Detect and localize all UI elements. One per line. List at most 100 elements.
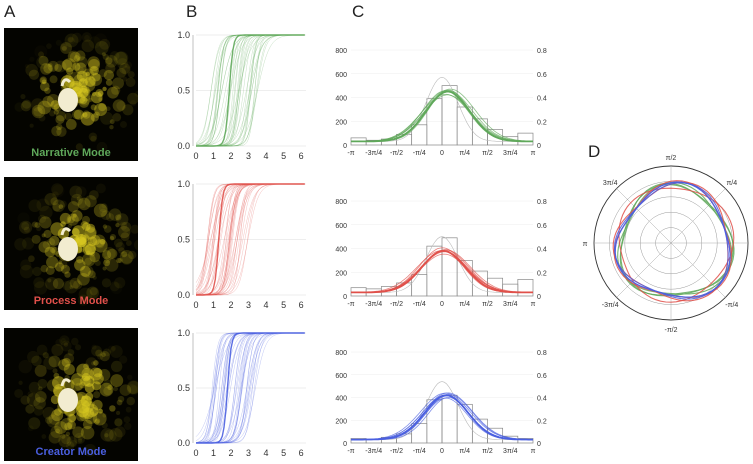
- histogram-plot-2: 0 200 400 600 800 0 0.2 0.4 0.6 0.8 -π -3π/4 -π/2 -π/…: [335, 350, 547, 455]
- heat-dot: [125, 406, 132, 413]
- heat-dot: [102, 266, 107, 271]
- mode-label-creator: Creator Mode: [35, 446, 107, 458]
- x-tick-label: 4: [264, 300, 269, 310]
- heat-dot: [113, 51, 128, 66]
- polar-series-line: [613, 182, 729, 300]
- heat-dot: [98, 102, 107, 112]
- heat-dot: [42, 240, 52, 250]
- heat-dot: [43, 356, 57, 370]
- heat-dot: [27, 391, 34, 398]
- heat-dot: [64, 33, 79, 48]
- heat-dot: [109, 236, 115, 241]
- x-tick-label: π: [531, 301, 536, 308]
- heat-dot: [60, 434, 66, 439]
- heat-dot: [69, 80, 76, 87]
- heat-dot: [45, 266, 55, 275]
- heat-dot: [38, 241, 50, 253]
- heat-dot: [93, 111, 100, 118]
- x-tick-label: -π/2: [390, 301, 403, 308]
- heat-dot: [46, 256, 59, 269]
- heat-dot: [114, 277, 126, 289]
- heat-dot: [70, 373, 84, 386]
- x-tick-label: 4: [264, 448, 269, 458]
- heat-dot: [88, 59, 101, 71]
- x-tick-label: π/4: [459, 448, 470, 455]
- cumulative-curve: [195, 183, 305, 288]
- heat-dot: [88, 36, 101, 49]
- x-tick-label: -3π/4: [365, 150, 382, 157]
- x-tick-label: 5: [281, 448, 286, 458]
- polar-spoke: [616, 242, 672, 298]
- heat-dot: [78, 234, 92, 248]
- x-tick-label: -π/4: [413, 150, 426, 157]
- heat-dot: [54, 262, 65, 272]
- heat-dot: [89, 367, 103, 381]
- heat-dot: [36, 55, 50, 69]
- heat-dot: [90, 234, 101, 246]
- heat-dot: [72, 426, 84, 438]
- heat-dot: [99, 382, 114, 397]
- heat-dot: [77, 66, 84, 74]
- x-tick-label: 0: [193, 151, 198, 161]
- heat-dot: [47, 60, 59, 72]
- left-tick-label: 800: [335, 350, 347, 357]
- heat-dot: [114, 418, 123, 427]
- heat-dot: [60, 337, 66, 343]
- heat-dot: [76, 199, 87, 209]
- heat-dot: [108, 428, 123, 442]
- heat-dot: [42, 95, 54, 108]
- heat-dot: [89, 406, 99, 416]
- histogram-plot-0: 0 200 400 600 800 0 0.2 0.4 0.6 0.8 -π -3π/4 -π/2 -π/…: [335, 48, 547, 157]
- x-tick-label: 0: [440, 150, 444, 157]
- left-tick-label: 600: [335, 373, 347, 380]
- heat-dot: [105, 213, 115, 222]
- heat-dot: [127, 380, 138, 395]
- heat-dot: [134, 90, 138, 98]
- heat-dot: [82, 110, 91, 119]
- left-tick-label: 800: [335, 48, 347, 55]
- heat-dot: [92, 275, 97, 280]
- heat-dot: [103, 259, 111, 267]
- heat-dot: [31, 221, 38, 228]
- heat-dot: [70, 193, 83, 206]
- heat-dot: [98, 97, 103, 102]
- right-tick-label: 0: [537, 143, 541, 150]
- x-tick-label: 0: [440, 448, 444, 455]
- heat-dot: [79, 381, 86, 389]
- heat-dot: [54, 408, 62, 416]
- heat-dot: [83, 443, 97, 457]
- heat-dot: [119, 221, 128, 230]
- heat-dot: [118, 247, 125, 254]
- heat-dot: [69, 51, 81, 63]
- heat-dot: [71, 228, 80, 237]
- right-tick-label: 0.4: [537, 96, 547, 103]
- heat-dot: [101, 250, 112, 260]
- cumulative-plot-0: 0.0 0.5 1.0 0 1 2 3 4 5 6: [177, 30, 306, 161]
- heat-dot: [77, 294, 89, 306]
- heat-dot: [91, 345, 103, 357]
- heat-dot: [127, 250, 137, 260]
- x-tick-label: 5: [281, 300, 286, 310]
- heat-dot: [65, 441, 75, 450]
- heat-dot: [90, 91, 103, 104]
- heat-dot: [37, 378, 48, 389]
- heat-dot: [124, 422, 132, 430]
- heat-dot: [115, 241, 125, 252]
- heat-dot: [103, 386, 113, 396]
- x-tick-label: -π/2: [390, 448, 403, 455]
- heat-dot: [82, 242, 97, 256]
- polar-series-line: [612, 181, 729, 302]
- heat-dot: [105, 63, 116, 74]
- right-tick-label: 0.4: [537, 247, 547, 254]
- polar-angle-label: π: [583, 241, 588, 248]
- heat-dot: [76, 196, 81, 201]
- heat-dot: [38, 55, 49, 66]
- x-tick-label: 3π/4: [503, 301, 518, 308]
- heat-dot: [94, 418, 101, 424]
- heat-dot: [48, 413, 61, 425]
- heat-dot: [84, 257, 92, 266]
- heat-dot: [30, 98, 45, 112]
- heat-dot: [133, 239, 138, 251]
- heat-dot: [105, 106, 111, 112]
